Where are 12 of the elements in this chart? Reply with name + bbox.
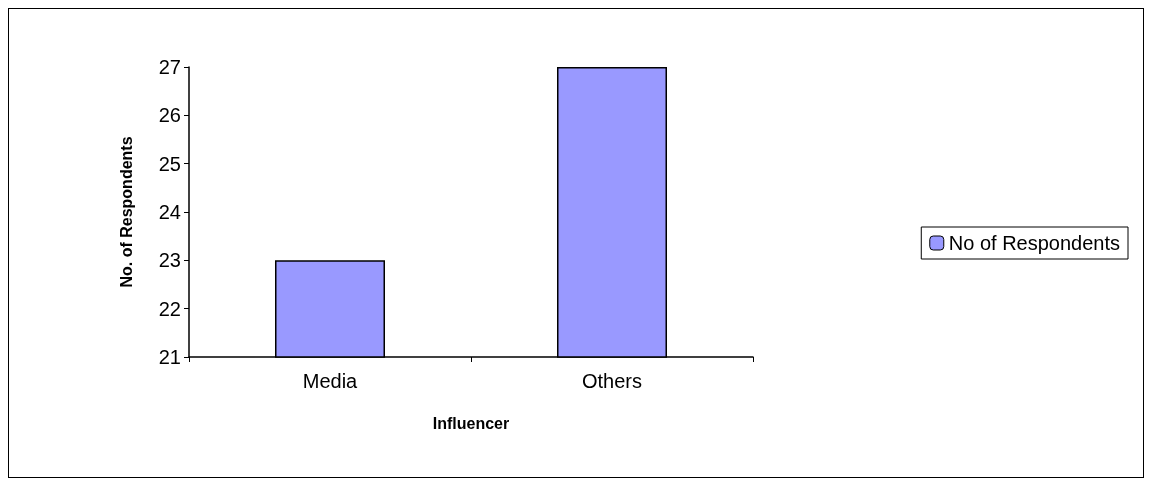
y-tick-label: 25 [158,152,181,175]
y-tick-label: 23 [158,249,181,272]
y-tick-label: 26 [158,104,181,127]
x-axis-title: Influencer [432,414,510,432]
y-tick-label: 24 [158,201,181,223]
y-tick-label: 21 [158,346,181,368]
legend-label: No of Respondents [948,232,1121,254]
x-tick-label: Others [581,370,643,392]
y-axis-title: No. of Respondents [117,136,135,288]
x-tick-label: Media [302,370,359,392]
y-tick-label: 22 [158,297,181,320]
y-tick-label: 27 [158,56,181,78]
